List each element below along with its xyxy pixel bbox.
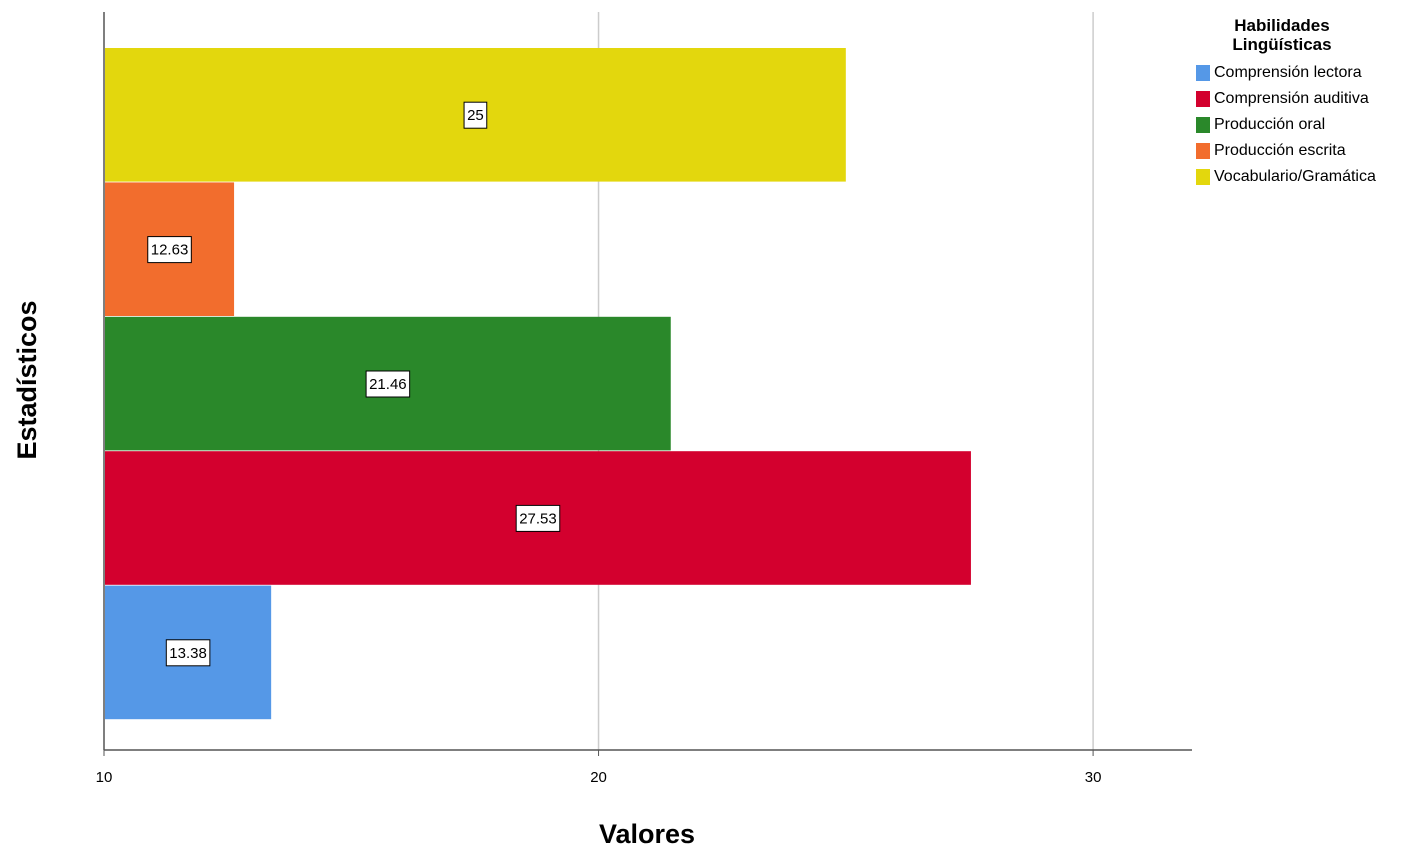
legend-item-produccion-oral: Producción oral bbox=[1196, 112, 1396, 138]
legend-label-vocabulario-gramatica: Vocabulario/Gramática bbox=[1214, 168, 1376, 185]
legend-title: Habilidades Lingüísticas bbox=[1232, 16, 1332, 54]
x-tick-labels: 10 20 30 bbox=[96, 769, 1102, 786]
legend-label-produccion-oral: Producción oral bbox=[1214, 116, 1326, 133]
legend-label-comprension-lectora: Comprensión lectora bbox=[1214, 64, 1362, 81]
legend-item-vocabulario-gramatica: Vocabulario/Gramática bbox=[1196, 164, 1396, 190]
data-label-comprension-lectora: 13.38 bbox=[169, 645, 207, 662]
legend-item-produccion-escrita: Producción escrita bbox=[1196, 138, 1396, 164]
legend-swatch-comprension-auditiva bbox=[1196, 91, 1210, 107]
legend-label-produccion-escrita: Producción escrita bbox=[1214, 142, 1346, 159]
y-axis-title: Estadísticos bbox=[12, 300, 42, 459]
legend: Habilidades Lingüísticas Comprensión lec… bbox=[1196, 16, 1396, 190]
x-tick-label-20: 20 bbox=[590, 769, 607, 786]
legend-list: Comprensión lectora Comprensión auditiva P… bbox=[1196, 60, 1396, 190]
data-label-produccion-oral: 21.46 bbox=[369, 376, 407, 393]
legend-swatch-produccion-escrita bbox=[1196, 143, 1210, 159]
data-labels: 13.38 27.53 21.46 12.63 25 bbox=[147, 101, 561, 667]
x-tick-label-10: 10 bbox=[96, 769, 113, 786]
legend-item-comprension-auditiva: Comprensión auditiva bbox=[1196, 86, 1396, 112]
data-label-comprension-auditiva: 27.53 bbox=[519, 510, 557, 527]
data-label-vocabulario-gramatica: 25 bbox=[467, 107, 484, 124]
axes bbox=[103, 12, 1192, 756]
legend-label-comprension-auditiva: Comprensión auditiva bbox=[1214, 90, 1369, 107]
legend-swatch-produccion-oral bbox=[1196, 117, 1210, 133]
x-axis-title: Valores bbox=[599, 819, 695, 845]
data-label-box-vocabulario-gramatica bbox=[463, 101, 488, 129]
legend-swatch-comprension-lectora bbox=[1196, 65, 1210, 81]
data-label-box-produccion-escrita bbox=[147, 236, 192, 264]
data-label-box-produccion-oral bbox=[365, 370, 411, 398]
data-label-box-comprension-auditiva bbox=[515, 504, 561, 532]
legend-item-comprension-lectora: Comprensión lectora bbox=[1196, 60, 1396, 86]
bars bbox=[105, 48, 971, 720]
data-label-produccion-escrita: 12.63 bbox=[151, 242, 189, 259]
data-label-box-comprension-lectora bbox=[165, 639, 211, 667]
legend-swatch-vocabulario-gramatica bbox=[1196, 169, 1210, 185]
x-tick-label-30: 30 bbox=[1085, 769, 1102, 786]
